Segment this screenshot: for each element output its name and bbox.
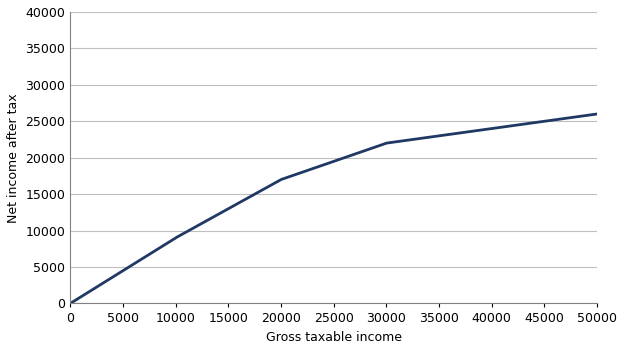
X-axis label: Gross taxable income: Gross taxable income (266, 331, 402, 344)
Y-axis label: Net income after tax: Net income after tax (7, 93, 20, 223)
